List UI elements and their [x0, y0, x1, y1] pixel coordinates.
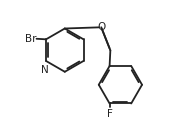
Text: N: N: [41, 65, 49, 75]
Text: O: O: [97, 22, 105, 32]
Text: Br: Br: [25, 34, 37, 44]
Text: F: F: [107, 109, 113, 119]
